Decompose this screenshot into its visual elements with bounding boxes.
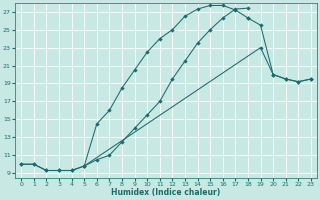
- X-axis label: Humidex (Indice chaleur): Humidex (Indice chaleur): [111, 188, 221, 197]
